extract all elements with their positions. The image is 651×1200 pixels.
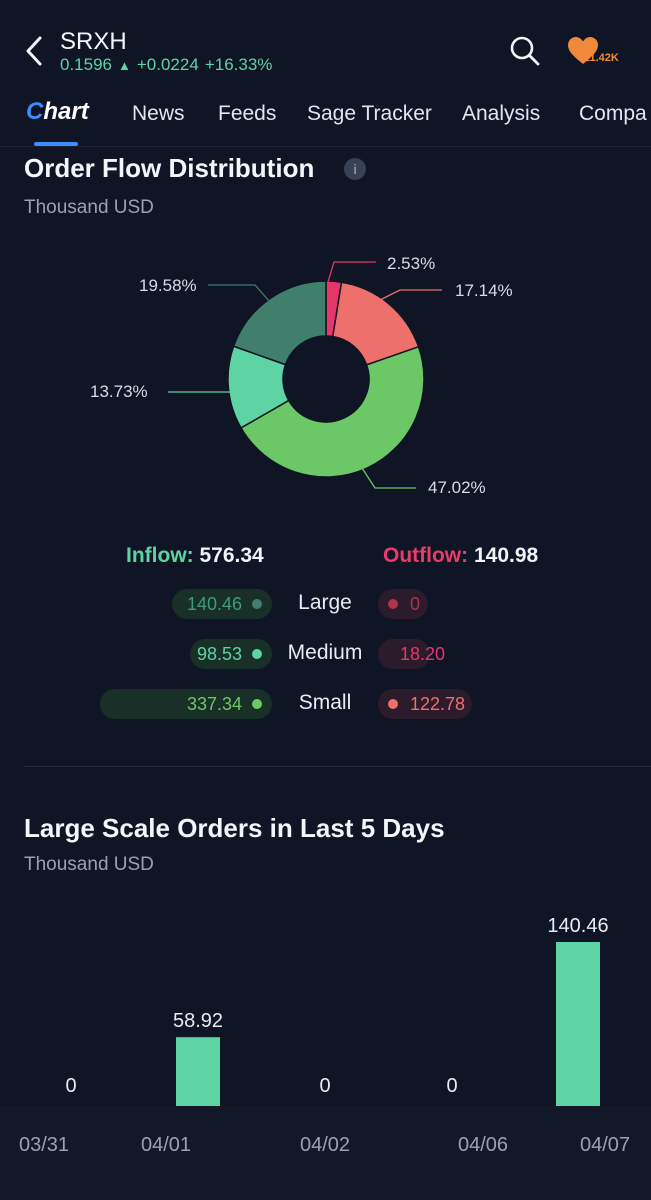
tab-feeds[interactable]: Feeds <box>218 102 277 125</box>
tab-analysis[interactable]: Analysis <box>462 102 541 125</box>
tab-chart[interactable]: Chart <box>26 98 89 125</box>
up-arrow-icon: ▲ <box>118 57 131 73</box>
price-change-pct: +16.33% <box>204 55 273 74</box>
leader-line-4 <box>208 284 271 303</box>
medium-outflow-pill: 18.20 <box>378 639 445 669</box>
favorite-button[interactable]: 11.42K <box>566 36 632 68</box>
last-price: 0.1596 <box>60 55 112 74</box>
bar-value-label: 0 <box>65 1075 76 1097</box>
ticker-symbol: SRXH <box>60 28 127 55</box>
tab-sage-tracker[interactable]: Sage Tracker <box>307 102 432 125</box>
small-outflow-dot <box>388 699 398 709</box>
x-tick-label: 04/06 <box>457 1134 509 1156</box>
x-tick-label: 03/31 <box>18 1134 70 1156</box>
search-icon[interactable] <box>508 34 542 68</box>
tab-news[interactable]: News <box>132 102 185 125</box>
large-inflow-dot <box>252 599 262 609</box>
x-tick-label: 04/01 <box>140 1134 192 1156</box>
small-inflow-dot <box>252 699 262 709</box>
slice-label-small-inflow: 47.02% <box>428 478 486 497</box>
large-orders-title: Large Scale Orders in Last 5 Days <box>24 813 445 843</box>
order-flow-donut-chart <box>168 261 442 489</box>
outflow-total: Outflow: 140.98 <box>383 544 539 567</box>
tab-company[interactable]: Compa <box>579 102 647 125</box>
info-icon[interactable]: i <box>344 158 366 180</box>
inflow-total: Inflow: 576.34 <box>126 544 264 567</box>
small-inflow-pill: 337.34 <box>100 689 272 719</box>
slice-label-large-outflow: 2.53% <box>387 254 436 273</box>
x-tick-label: 04/02 <box>299 1134 351 1156</box>
tab-bar: Chart News Feeds Sage Tracker Analysis C… <box>0 98 651 136</box>
x-tick-label: 04/07 <box>579 1134 631 1156</box>
active-tab-indicator <box>34 142 78 146</box>
medium-inflow-dot <box>252 649 262 659</box>
row-label-small: Small <box>298 691 352 714</box>
back-icon[interactable] <box>22 34 48 68</box>
row-label-medium: Medium <box>287 641 363 664</box>
leader-line-1 <box>379 289 442 301</box>
slice-label-medium-inflow: 13.73% <box>90 382 148 401</box>
section-divider <box>24 766 651 767</box>
slice-label-large-inflow: 19.58% <box>139 276 197 295</box>
tab-bar-divider <box>0 146 651 147</box>
bar-value-label: 0 <box>319 1075 330 1097</box>
small-outflow-pill: 122.78 <box>378 689 472 719</box>
large-outflow-pill: 0 <box>378 589 428 619</box>
donut-slice-4 <box>232 280 327 366</box>
x-axis-band <box>0 1106 651 1200</box>
order-flow-title: Order Flow Distribution <box>24 153 315 183</box>
leader-line-2 <box>361 467 416 489</box>
heart-icon <box>568 37 598 64</box>
donut-slice-2 <box>240 345 425 478</box>
medium-inflow-pill: 98.53 <box>190 639 272 669</box>
bar-value-label: 0 <box>446 1075 457 1097</box>
order-flow-unit: Thousand USD <box>24 197 154 218</box>
large-inflow-pill: 140.46 <box>172 589 272 619</box>
row-label-large: Large <box>298 591 352 614</box>
bar-04-01[interactable] <box>176 1037 220 1106</box>
large-orders-unit: Thousand USD <box>24 854 154 875</box>
bar-value-label: 58.92 <box>173 1010 223 1032</box>
bar-04-07[interactable] <box>556 942 600 1106</box>
leader-line-0 <box>327 261 376 283</box>
price-change: +0.0224 <box>136 55 199 74</box>
bar-value-label: 140.46 <box>547 915 608 937</box>
quote-line: 0.1596 ▲ +0.0224 +16.33% <box>60 55 272 75</box>
favorites-count: 11.42K <box>584 52 619 64</box>
large-orders-bar-chart: 0 58.92 0 0 140.46 <box>65 915 609 1106</box>
slice-label-small-outflow: 17.14% <box>455 281 513 300</box>
large-outflow-dot <box>388 599 398 609</box>
